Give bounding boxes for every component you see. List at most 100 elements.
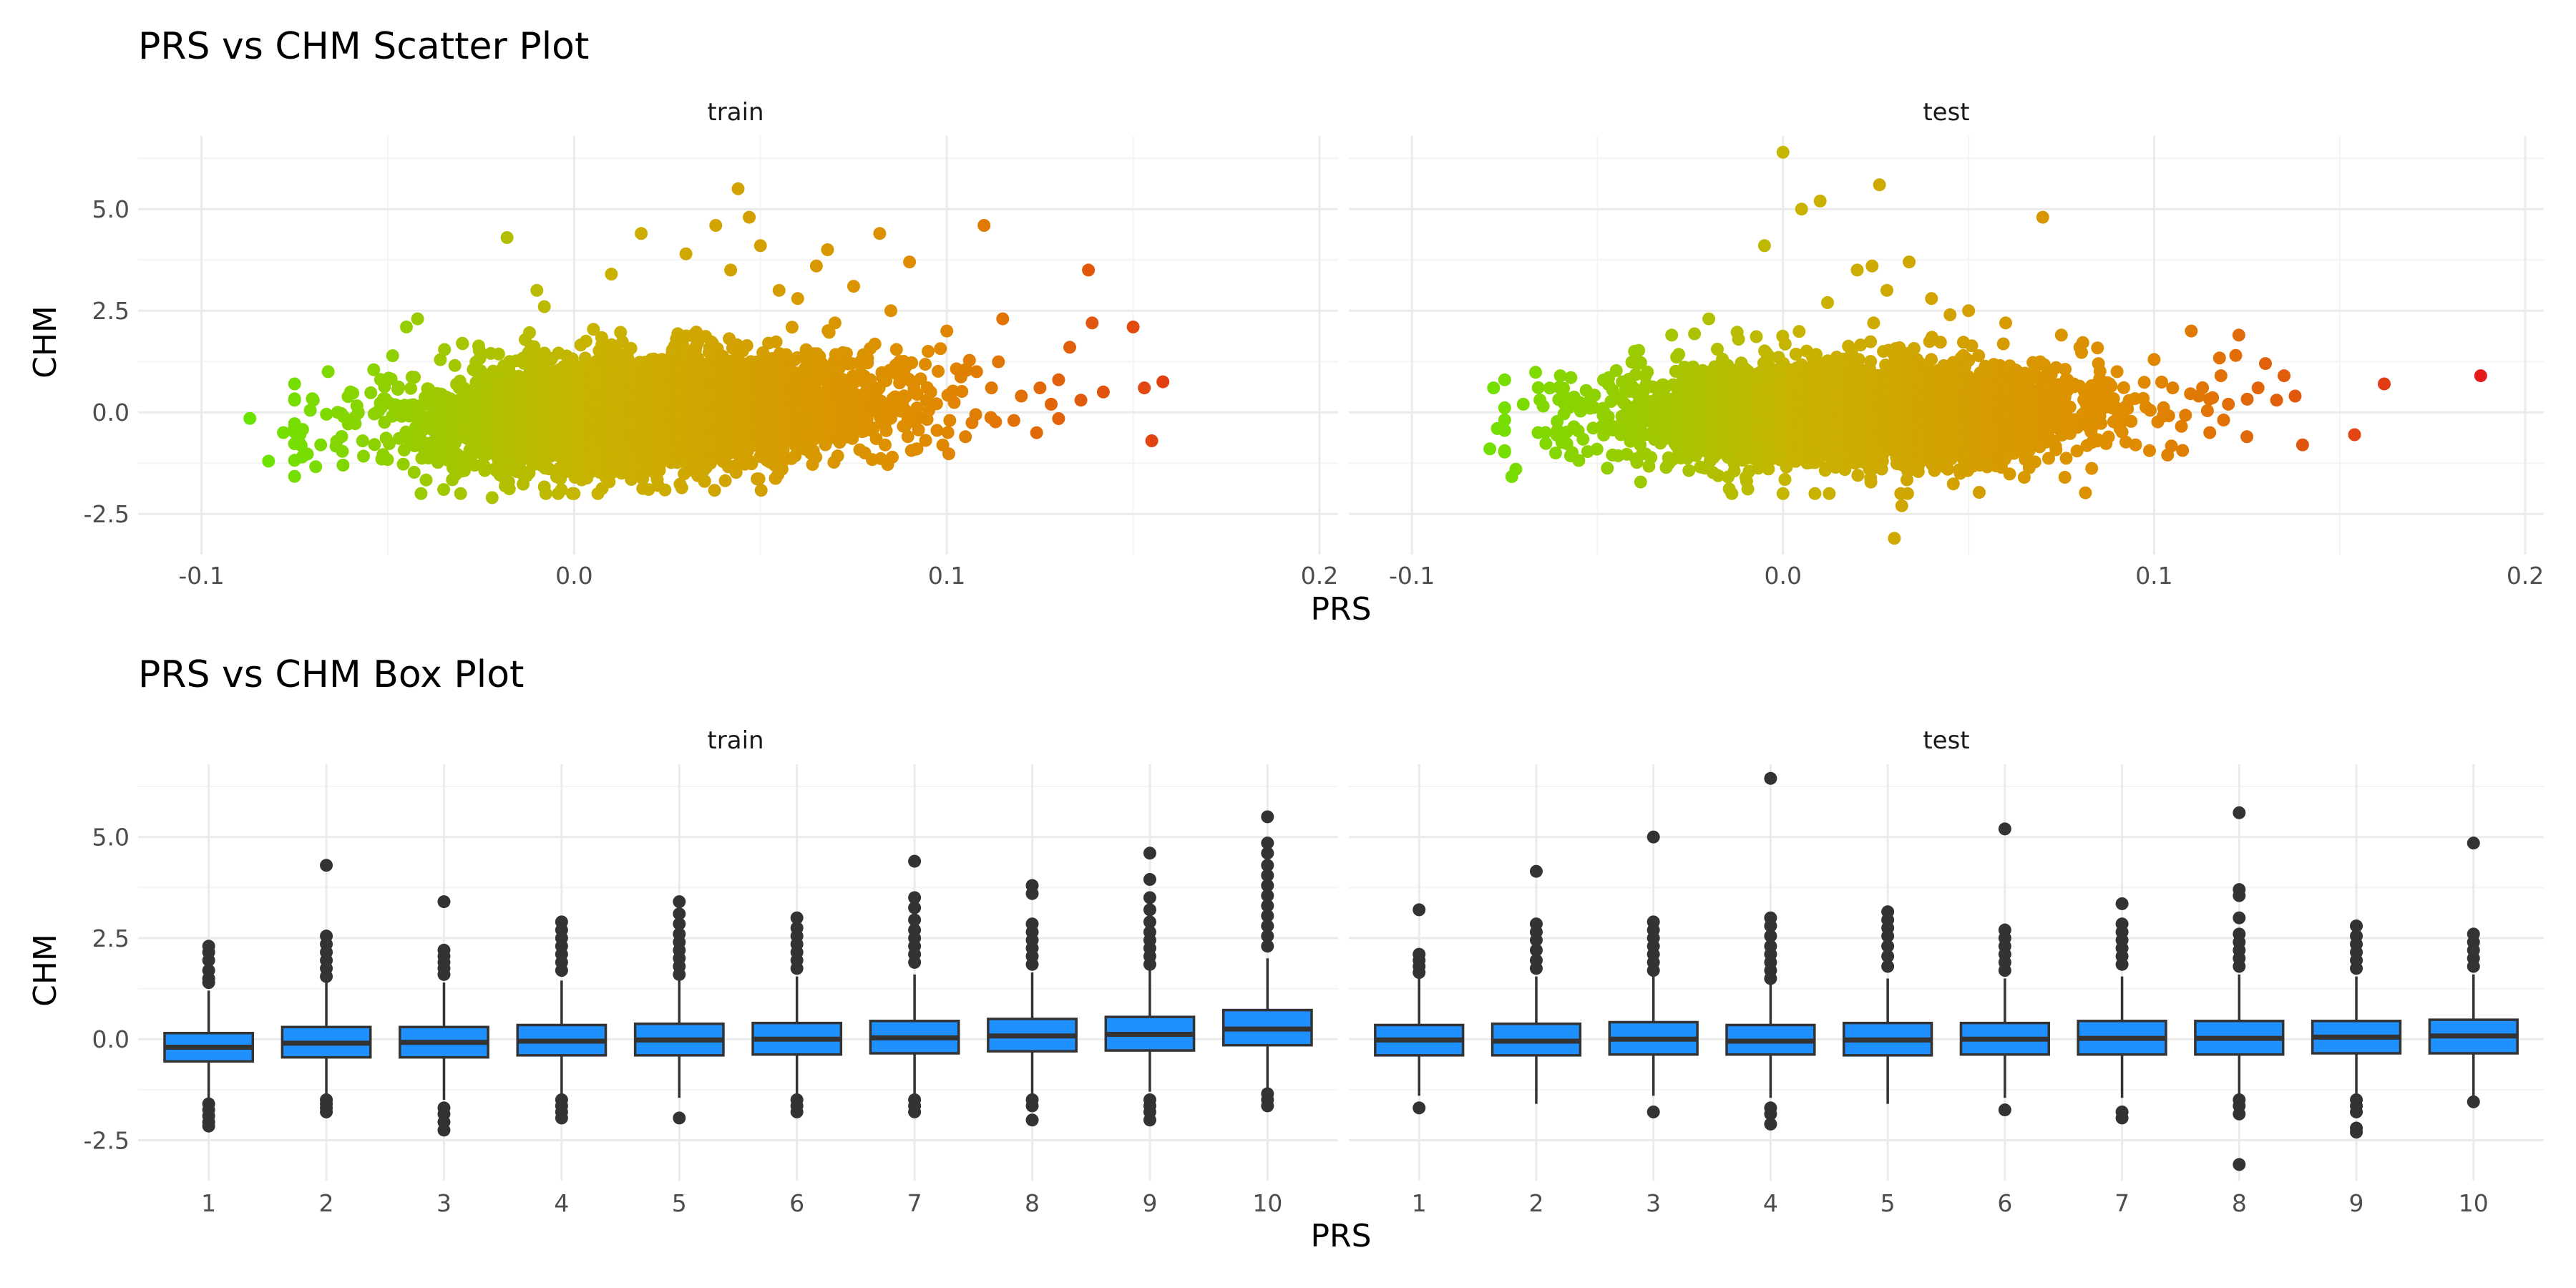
scatter-point — [955, 385, 969, 398]
scatter-point — [879, 438, 892, 452]
scatter-point — [959, 430, 972, 444]
scatter-point — [947, 396, 961, 409]
scatter-point — [901, 430, 914, 444]
scatter-point — [992, 355, 1005, 369]
scatter-point — [537, 300, 551, 313]
scatter-point — [473, 351, 487, 365]
scatter-point — [364, 386, 378, 399]
scatter-point — [500, 231, 514, 244]
scatter-panel-train: -0.1 0.0 0.1 0.2-2.50.02.55.0 — [84, 136, 1338, 590]
scatter-point — [743, 210, 756, 224]
scatter-point — [912, 423, 925, 436]
scatter-point — [368, 438, 381, 452]
scatter-point — [919, 358, 932, 371]
scatter-point — [367, 363, 381, 376]
scatter-point — [940, 324, 954, 338]
scatter-point — [407, 466, 421, 479]
scatter-point — [523, 326, 536, 339]
scatter-point — [752, 472, 766, 486]
scatter-point — [434, 353, 447, 366]
scatter-point — [731, 182, 745, 195]
scatter-point — [288, 377, 301, 391]
scatter-point — [809, 259, 823, 273]
scatter-point — [1702, 312, 1716, 326]
scatter-point — [1096, 385, 1110, 399]
scatter-point — [1665, 328, 1679, 342]
scatter-point — [492, 347, 505, 361]
scatter-point — [303, 404, 317, 417]
scatter-point — [970, 365, 983, 379]
scatter-point — [941, 426, 955, 439]
scatter-point — [942, 447, 955, 461]
scatter-point — [919, 434, 932, 447]
scatter-point — [1033, 381, 1047, 395]
scatter-point — [709, 219, 723, 232]
scatter-point — [530, 283, 544, 297]
scatter-point — [1483, 442, 1497, 456]
scatter-point — [1672, 348, 1686, 361]
scatter-point — [1644, 451, 1658, 464]
scatter-point — [408, 371, 421, 384]
scatter-point — [567, 487, 581, 500]
scatter-point — [1516, 397, 1530, 411]
scatter-title: PRS vs CHM Scatter Plot — [138, 25, 589, 68]
scatter-point — [555, 483, 568, 497]
scatter-point — [989, 415, 1002, 429]
scatter-point — [1588, 389, 1601, 402]
scatter-point — [934, 342, 947, 356]
scatter-point — [1564, 371, 1578, 384]
scatter-point — [335, 430, 348, 443]
scatter-point — [1529, 366, 1542, 379]
scatter-point — [579, 334, 592, 348]
scatter-point — [301, 447, 314, 461]
scatter-point — [1074, 394, 1088, 407]
scatter-point — [438, 343, 452, 356]
scatter-point — [414, 487, 428, 500]
scatter-point — [1539, 436, 1553, 450]
scatter-point — [262, 454, 275, 468]
x-tick-label: 0.0 — [1765, 562, 1802, 590]
scatter-point — [809, 450, 823, 464]
scatter-point — [985, 381, 998, 395]
scatter-point — [1045, 397, 1058, 411]
scatter-point — [351, 406, 365, 419]
scatter-point — [1632, 343, 1646, 357]
scatter-point — [718, 474, 732, 487]
scatter-point — [1601, 462, 1614, 475]
scatter-point — [943, 414, 957, 427]
scatter-point — [397, 443, 411, 457]
scatter-point — [879, 424, 893, 437]
scatter-point — [454, 487, 467, 500]
scatter-point — [1007, 414, 1020, 427]
scatter-point — [1030, 426, 1043, 439]
scatter-point — [320, 407, 333, 421]
scatter-point — [769, 335, 783, 348]
scatter-point — [785, 321, 799, 334]
scatter-point — [1085, 316, 1099, 330]
y-tick-label: 0.0 — [92, 399, 130, 426]
y-tick-label: 2.5 — [92, 297, 130, 325]
scatter-point — [884, 304, 897, 318]
scatter-point — [448, 358, 462, 372]
scatter-point — [1634, 475, 1647, 489]
scatter-point — [724, 263, 738, 277]
scatter-point — [348, 417, 362, 431]
scatter-point — [873, 227, 887, 240]
x-tick-label: 0.1 — [2135, 562, 2172, 590]
scatter-point — [1498, 413, 1511, 426]
scatter-point — [309, 460, 323, 474]
x-tick-label: -0.1 — [1389, 562, 1435, 590]
scatter-point — [605, 268, 618, 281]
scatter-point — [922, 345, 935, 358]
scatter-point — [930, 397, 943, 411]
scatter-point — [962, 353, 976, 367]
scatter-point — [277, 426, 291, 439]
scatter-point — [1498, 444, 1511, 457]
scatter-point — [868, 337, 882, 351]
scatter-point — [1498, 373, 1511, 386]
x-tick-label: -0.1 — [178, 562, 224, 590]
scatter-point — [478, 464, 492, 477]
scatter-point — [828, 316, 841, 330]
scatter-point — [356, 434, 369, 448]
scatter-point — [1052, 412, 1065, 425]
